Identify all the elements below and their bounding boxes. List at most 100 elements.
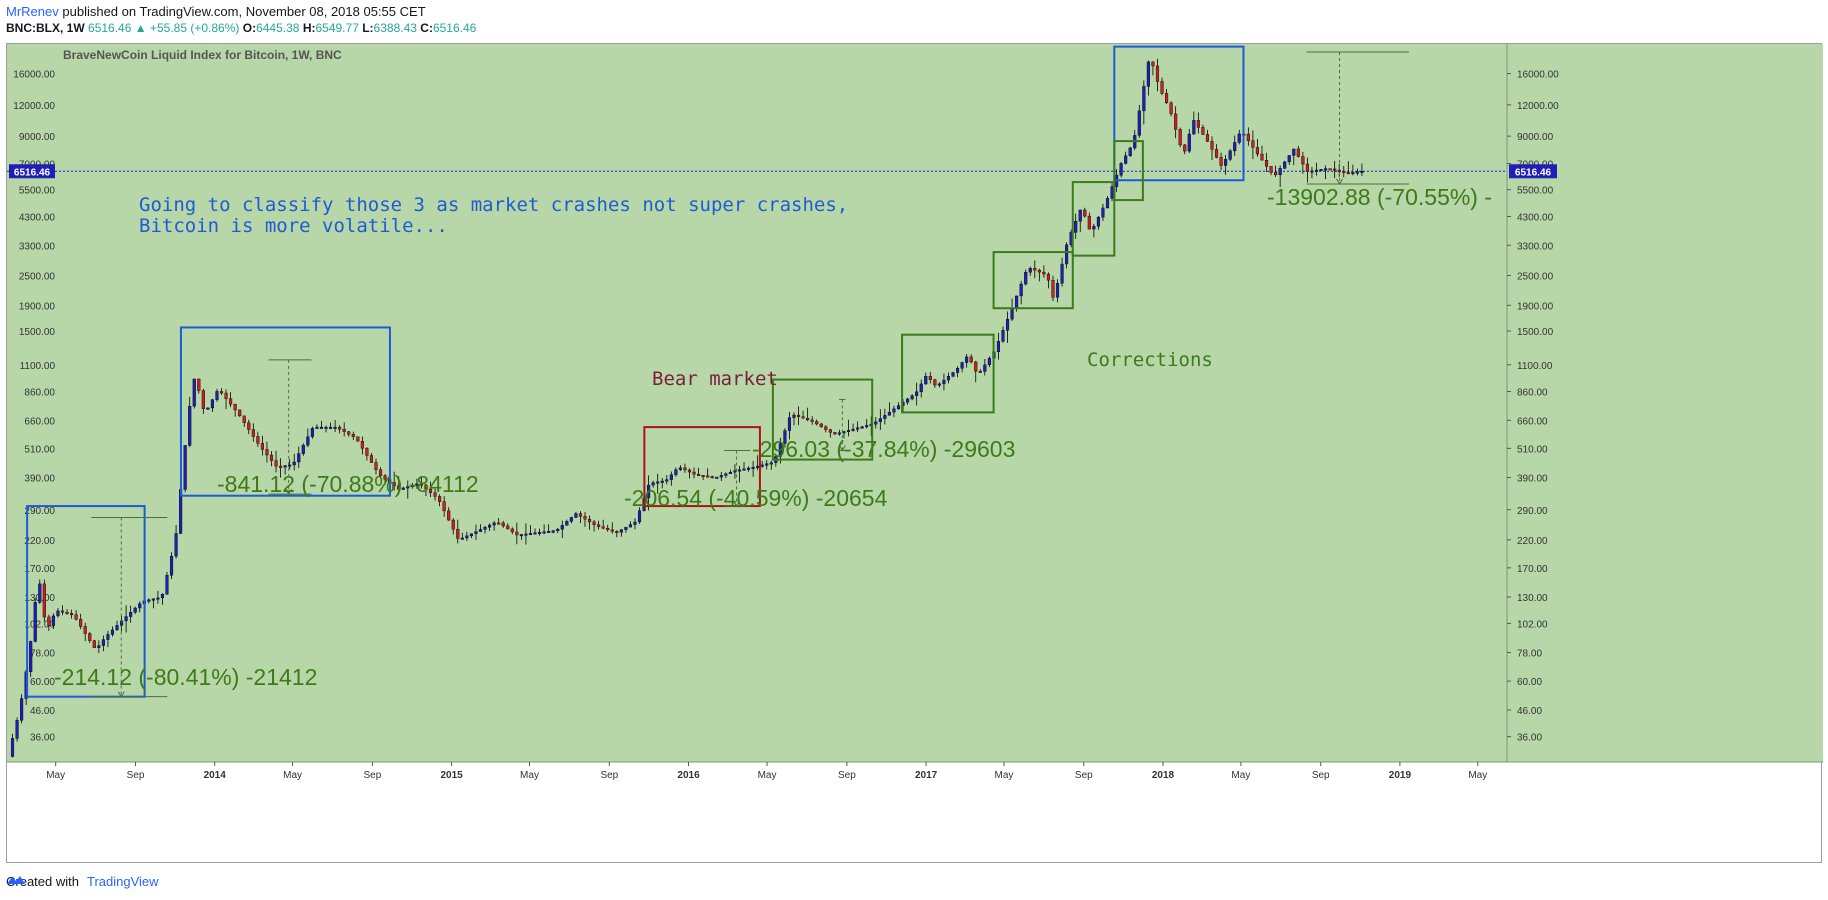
candle-up	[188, 405, 192, 446]
candle-down	[1251, 140, 1255, 148]
candle-up	[324, 426, 328, 429]
candle-up	[97, 645, 101, 648]
x-tick-label: Sep	[364, 770, 382, 781]
candle-down	[1333, 168, 1337, 171]
author-link[interactable]: MrRenev	[6, 4, 59, 19]
candle-up	[533, 532, 537, 535]
candle-up	[574, 513, 578, 518]
candle-up	[174, 533, 178, 557]
y-tick-label: 290.00	[1517, 506, 1548, 517]
candle-down	[1214, 149, 1219, 158]
candle-up	[910, 395, 914, 400]
y-tick-label: 5500.00	[1517, 186, 1554, 197]
candle-up	[410, 485, 414, 487]
candle-down	[1269, 166, 1273, 173]
candle-down	[47, 616, 51, 626]
candle-up	[483, 527, 487, 530]
candle-up	[1110, 186, 1114, 199]
y-tick-label: 390.00	[1517, 474, 1548, 485]
x-tick-label: 2016	[677, 770, 700, 781]
candle-down	[928, 376, 932, 380]
y-tick-label: 2500.00	[1517, 271, 1554, 282]
y-tick-label: 660.00	[1517, 416, 1548, 427]
candle-up	[892, 408, 896, 413]
candle-up	[1314, 169, 1319, 172]
candle-up	[1187, 133, 1191, 152]
candle-down	[1255, 147, 1259, 155]
candle-up	[737, 469, 742, 472]
green-annotation-box[interactable]	[992, 251, 1074, 310]
measure-label-2013: -214.12 (-80.41%) -21412	[54, 664, 317, 690]
candle-up	[474, 531, 478, 534]
candle-up	[842, 431, 846, 434]
green-annotation-box[interactable]	[1071, 181, 1116, 257]
candle-down	[229, 398, 233, 405]
candle-down	[1305, 163, 1309, 172]
candle-up	[206, 407, 210, 410]
x-tick-label: May	[1231, 770, 1250, 781]
candle-up	[715, 476, 719, 479]
candle-up	[915, 391, 919, 396]
candle-down	[606, 528, 610, 531]
candle-up	[551, 530, 555, 533]
green-annotation-box[interactable]	[771, 378, 874, 461]
candle-up	[1024, 271, 1028, 285]
price-change: +55.85 (+0.86%)	[149, 21, 240, 35]
candle-up	[1310, 170, 1314, 173]
x-tick-label: May	[758, 770, 777, 781]
measure-label-2016: -296.03 (-37.84%) -29603	[752, 436, 1015, 462]
candle-up	[860, 426, 864, 429]
candle-up	[1283, 161, 1287, 169]
candle-down	[392, 482, 396, 487]
candle-down	[238, 409, 242, 417]
candle-down	[969, 356, 973, 363]
candle-up	[524, 533, 528, 536]
candle-up	[1237, 133, 1241, 143]
candle-up	[1119, 163, 1123, 176]
candle-down	[615, 531, 619, 534]
bear-market-label: Bear market	[652, 368, 778, 390]
price-axis-background	[1507, 44, 1823, 762]
blue-annotation-box[interactable]	[1113, 45, 1245, 182]
candle-down	[701, 475, 705, 477]
y-tick-label: 78.00	[1517, 649, 1542, 660]
candle-up	[733, 470, 737, 473]
tradingview-link[interactable]: TradingView	[86, 874, 159, 889]
candle-down	[592, 521, 596, 525]
candle-up	[33, 602, 37, 642]
chart-frame[interactable]: 16000.00 16000.00 12000.00 12000.00 9000.00 9…	[6, 43, 1823, 864]
candle-up	[110, 629, 115, 635]
candle-up	[678, 467, 682, 470]
candle-up	[996, 341, 1001, 352]
candle-down	[815, 421, 819, 425]
green-annotation-box[interactable]	[1113, 140, 1144, 202]
blue-annotation-box[interactable]	[179, 326, 391, 497]
candle-up	[1101, 207, 1105, 218]
candle-up	[10, 738, 15, 757]
blue-annotation-box[interactable]	[26, 505, 146, 698]
candle-down	[428, 488, 433, 493]
symbol-label: BNC:BLX, 1W	[6, 21, 85, 35]
candle-down	[242, 415, 246, 423]
candle-down	[597, 524, 601, 527]
candle-down	[374, 462, 378, 470]
price-chart[interactable]: 16000.00 16000.00 12000.00 12000.00 9000.00 9…	[7, 44, 1823, 864]
candle-up	[210, 399, 214, 409]
candle-up	[465, 535, 469, 539]
close-label: C:	[420, 21, 433, 35]
green-annotation-box[interactable]	[901, 333, 995, 414]
candle-up	[333, 426, 337, 429]
candle-up	[719, 475, 723, 478]
candle-up	[1324, 168, 1328, 171]
candle-up	[1224, 159, 1228, 166]
red-annotation-box[interactable]	[643, 426, 761, 508]
plot-background[interactable]	[7, 44, 1507, 762]
candle-down	[424, 485, 428, 490]
candle-down	[1183, 144, 1187, 152]
x-tick-label: 2019	[1389, 770, 1412, 781]
candle-up	[906, 398, 910, 403]
candle-down	[1219, 157, 1223, 166]
candle-up	[319, 426, 324, 429]
measure-arrow-icon	[733, 500, 740, 508]
candle-down	[1151, 61, 1155, 67]
